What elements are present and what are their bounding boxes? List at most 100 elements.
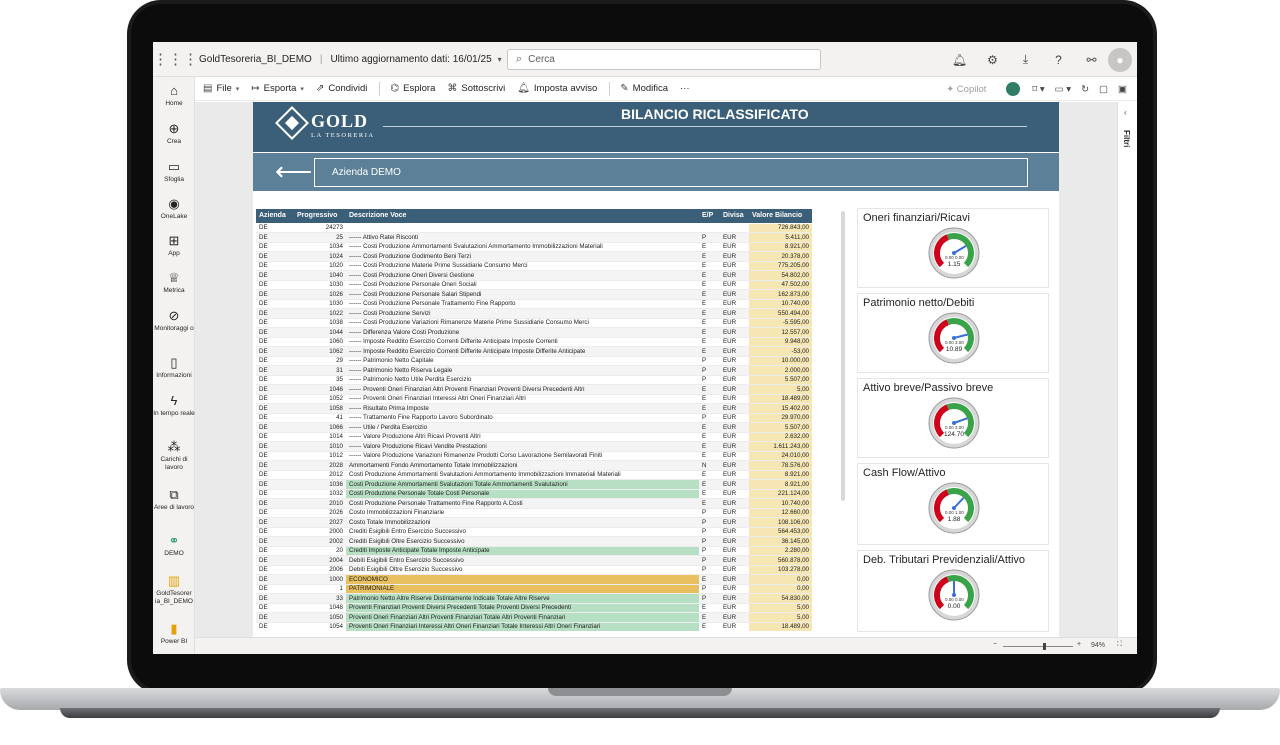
bookmark-icon[interactable]: ⌑ ▾ (1032, 83, 1045, 95)
comment-icon[interactable]: ▢ (1099, 83, 1109, 95)
help-icon[interactable]: ? (1055, 52, 1062, 67)
zoom-out-button[interactable]: − (993, 641, 998, 648)
table-row[interactable]: DE 1014 ------ Valore Produzione Altri Ric… (256, 432, 812, 442)
table-row[interactable]: DE 1046 ------ Proventi Oneri Finanziari A… (256, 384, 812, 395)
table-row[interactable]: DE 1044 ------ Differenza Valore Costi Pro… (256, 327, 812, 338)
table-row[interactable]: DE 1034 ------ Costi Produzione Ammortamen… (256, 242, 812, 252)
table-row[interactable]: DE 2028 Ammortamenti Fondo Ammortamento To… (256, 460, 812, 471)
avatar[interactable]: ● (1108, 47, 1132, 72)
gauge-card[interactable]: Oneri finanziari/Ricavi 0.00 0.00 1.15 (857, 208, 1049, 288)
share-people-icon[interactable]: ⚯ (1086, 52, 1097, 67)
column-header[interactable]: Azienda (256, 209, 294, 224)
table-row[interactable]: DE 41 ------ Trattamento Fine Rapporto Lav… (256, 413, 812, 423)
table-row[interactable]: DE 33 Patrimonio Netto Altre Riserve Disti… (256, 593, 812, 604)
back-arrow-icon[interactable]: ⟵ (275, 156, 313, 186)
nav-monitoring[interactable]: ⊘ Monitoraggi o (153, 308, 195, 333)
copilot-button[interactable]: ✦ Copilot (946, 83, 987, 95)
table-row[interactable]: DE 1066 ------ Utile / Perdita Esercizio E E… (256, 422, 812, 433)
table-row[interactable]: DE 2012 Costi Produzione Ammortamenti Sval… (256, 470, 812, 480)
table-row[interactable]: DE 1058 ------ Risultato Prima Imposte E EUR… (256, 403, 812, 414)
subscribe-button[interactable]: ⌘ Sottoscrivi (447, 83, 505, 94)
export-menu[interactable]: ↦ Esporta ▾ (251, 83, 304, 94)
table-row[interactable]: DE 1024 ------ Costi Produzione Godimento … (256, 251, 812, 262)
table-row[interactable]: DE 31 ------ Patrimonio Netto Riserva Lega… (256, 365, 812, 376)
app-launcher-icon[interactable]: ⋮⋮⋮ (153, 51, 198, 68)
table-row[interactable]: DE 2010 Costi Produzione Personale Trattam… (256, 498, 812, 509)
table-row[interactable]: DE 1040 ------ Costi Produzione Oneri Dive… (256, 270, 812, 281)
table-row[interactable]: DE 1062 ------ Imposte Reddito Esercizio C… (256, 346, 812, 357)
nav-powerbi[interactable]: ▮ Power BI (153, 621, 195, 646)
table-row[interactable]: DE 1048 Proventi Finanziari Proventi Diver… (256, 603, 812, 613)
table-row[interactable]: DE 1038 ------ Costi Produzione Variazioni… (256, 318, 812, 328)
nav-workloads[interactable]: ⁂ Carichi di lavoro (153, 439, 195, 472)
table-row[interactable]: DE 2004 Debiti Esigibili Entro Esercizio S… (256, 555, 812, 566)
chevron-left-icon[interactable]: ‹ (1124, 108, 1127, 117)
zoom-in-button[interactable]: + (1077, 641, 1082, 648)
table-row[interactable]: DE 1052 ------ Proventi Oneri Finanziari I… (256, 394, 812, 404)
table-row[interactable]: DE 1054 Proventi Oneri Finanziari Interess… (256, 622, 812, 631)
gauge-card[interactable]: Cash Flow/Attivo 0.00 1.00 1.88 (857, 463, 1049, 545)
set-alert-button[interactable]: 🔔︎ Imposta avviso (517, 83, 597, 94)
gauge-card[interactable]: Deb. Tributari Previdenziali/Attivo 0.00 0… (857, 550, 1049, 632)
reload-icon[interactable]: ↻ (1081, 83, 1090, 95)
more-options-button[interactable]: ··· (680, 83, 690, 94)
table-row[interactable]: DE 1 PATRIMONIALE P EUR 0,00 (256, 584, 812, 594)
notifications-icon[interactable]: 🔔︎ (951, 52, 968, 67)
nav-workspaces[interactable]: ⧉ Aree di lavoro (153, 487, 195, 512)
table-row[interactable]: DE 24273 726.843,00 (256, 223, 812, 233)
table-row[interactable]: DE 1050 Proventi Oneri Finanziari Altri Pr… (256, 612, 812, 623)
nav-realtime[interactable]: ϟ In tempo reale (153, 393, 195, 418)
explore-button[interactable]: ⌬ Esplora (390, 83, 435, 94)
filters-pane[interactable]: ‹ Filtri (1117, 102, 1137, 637)
zoom-slider-thumb[interactable] (1043, 643, 1046, 650)
table-row[interactable]: DE 1022 ------ Costi Produzione Servizi E EU… (256, 308, 812, 319)
column-header[interactable]: Descrizione Voce (346, 209, 699, 224)
column-header[interactable]: Valore Bilancio (749, 209, 812, 224)
table-row[interactable]: DE 1030 ------ Costi Produzione Personale … (256, 280, 812, 290)
nav-info[interactable]: ▯ Informazioni (153, 355, 195, 380)
table-row[interactable]: DE 2000 Crediti Esigibili Entro Esercizio … (256, 527, 812, 537)
table-row[interactable]: DE 1010 ------ Valore Produzione Ricavi Ve… (256, 441, 812, 452)
zoom-slider[interactable] (1003, 646, 1073, 647)
table-row[interactable]: DE 1000 ECONOMICO E EUR 0,00 (256, 574, 812, 585)
table-row[interactable]: DE 1060 ------ Imposte Reddito Esercizio C… (256, 337, 812, 347)
nav-home[interactable]: ⌂ Home (153, 83, 195, 108)
last-update-label[interactable]: Ultimo aggiornamento dati: 16/01/25 (330, 53, 492, 65)
gauge-card[interactable]: Attivo breve/Passivo breve 0.00 3.00 124.70 (857, 378, 1049, 458)
nav-demo[interactable]: ⚭ DEMO (153, 533, 195, 558)
table-row[interactable]: DE 29 ------ Patrimonio Netto Capitale P EUR… (256, 356, 812, 366)
table-row[interactable]: DE 2027 Costo Totale Immobilizzazioni P EUR 1… (256, 517, 812, 528)
column-header[interactable]: Progressivo (294, 209, 346, 224)
download-icon[interactable]: ⤓ (1022, 52, 1029, 66)
fit-to-page-icon[interactable]: ⛶ (1117, 641, 1122, 648)
nav-browse[interactable]: ▭ Sfoglia (153, 159, 195, 184)
table-row[interactable]: DE 2026 Costo Immobilizzazioni Finanziarie… (256, 508, 812, 518)
chevron-down-icon[interactable]: ▾ (497, 54, 502, 64)
table-row[interactable]: DE 20 Crediti Imposte Anticipate Totale Im… (256, 546, 812, 556)
edit-button[interactable]: ✎ Modifica (620, 83, 668, 94)
table-row[interactable]: DE 2006 Debiti Esigibili Oltre Esercizio S… (256, 565, 812, 575)
table-row[interactable]: DE 1020 ------ Costi Produzione Materie Pr… (256, 261, 812, 271)
table-row[interactable]: DE 1036 Costi Produzione Ammortamenti Sval… (256, 479, 812, 490)
report-name[interactable]: GoldTesoreria_BI_DEMO (199, 53, 312, 65)
view-icon[interactable]: ▭ ▾ (1054, 83, 1072, 95)
column-header[interactable]: E/P (699, 209, 720, 224)
settings-icon[interactable]: ⚙ (987, 52, 998, 67)
table-row[interactable]: DE 35 ------ Patrimonio Netto Utile Perdit… (256, 375, 812, 385)
nav-apps[interactable]: ⊞ App (153, 233, 195, 258)
gauge-card[interactable]: Patrimonio netto/Debiti 0.00 3.00 10.89 (857, 293, 1049, 373)
chat-icon[interactable]: ▣ (1118, 83, 1127, 95)
refresh-status-icon[interactable] (1006, 82, 1021, 96)
table-row[interactable]: DE 1032 Costi Produzione Personale Totale … (256, 489, 812, 499)
table-row[interactable]: DE 1026 ------ Costi Produzione Personale … (256, 289, 812, 300)
table-row[interactable]: DE 2002 Crediti Esigibili Oltre Esercizio … (256, 536, 812, 547)
column-header[interactable]: Divisa (720, 209, 749, 224)
company-slicer[interactable]: Azienda DEMO (314, 158, 1028, 187)
nav-report[interactable]: ▥ GoldTesorer ia_BI_DEMO (153, 573, 195, 606)
file-menu[interactable]: ▤ File ▾ (203, 83, 239, 94)
share-button[interactable]: ⇗ Condividi (316, 83, 367, 94)
table-row[interactable]: DE 1012 ------ Valore Produzione Variazion… (256, 451, 812, 461)
nav-metrics[interactable]: ♕ Metrica (153, 270, 195, 295)
table-row[interactable]: DE 25 ------ Attivo Ratei Risconti P EUR 5.41… (256, 232, 812, 243)
nav-onelake[interactable]: ◉ OneLake (153, 196, 195, 221)
